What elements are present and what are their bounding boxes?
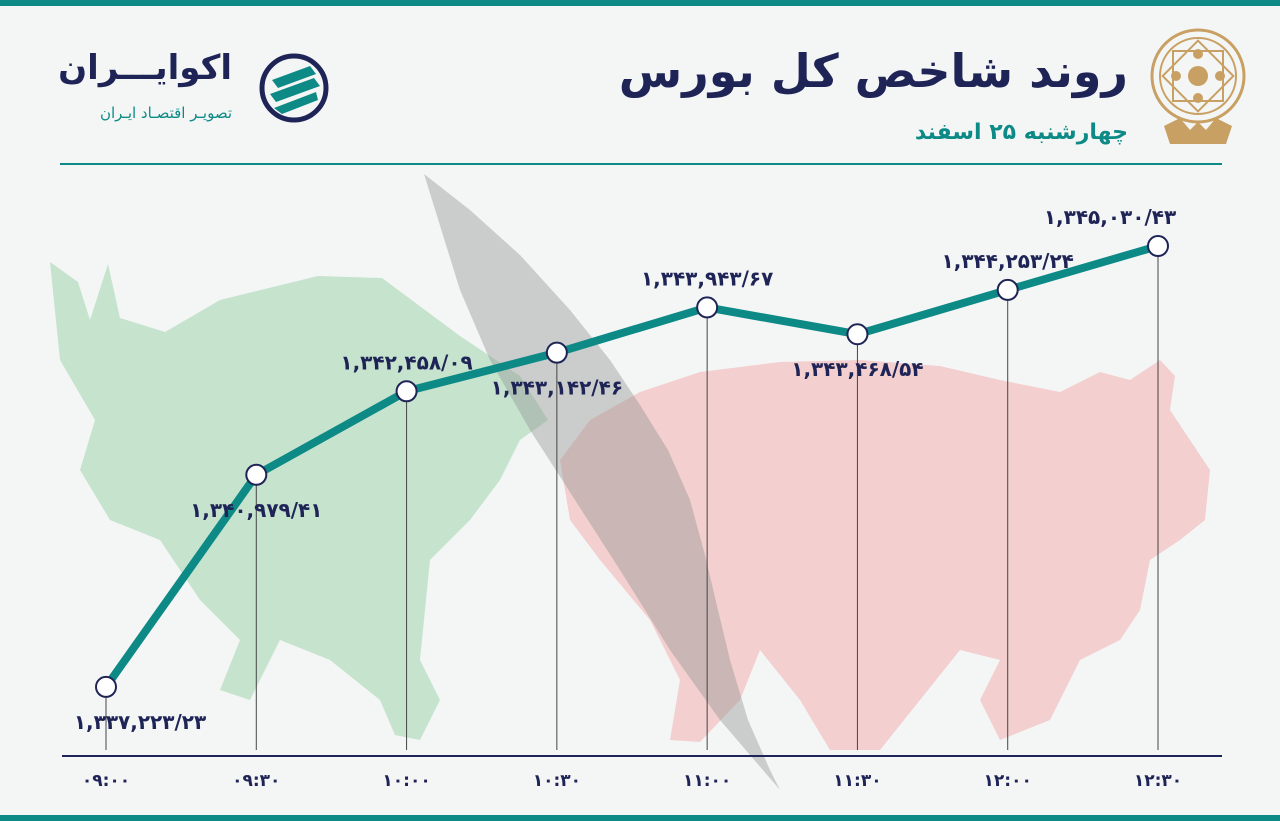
data-point (846, 323, 869, 346)
x-tick-label: ۱۲:۳۰ (1134, 771, 1182, 791)
data-point (545, 341, 568, 364)
data-label: ۱,۳۴۵,۰۳۰/۴۳ (1044, 205, 1176, 229)
x-tick-label: ۱۱:۰۰ (683, 771, 731, 791)
bear-silhouette-icon (560, 360, 1210, 750)
bull-silhouette-icon (50, 262, 548, 740)
data-point (395, 380, 418, 403)
data-label: ۱,۳۴۴,۲۵۳/۲۴ (942, 249, 1074, 273)
x-tick-label: ۱۰:۳۰ (533, 771, 581, 791)
background-art (50, 174, 1210, 790)
x-tick-label: ۰۹:۳۰ (232, 771, 280, 791)
page-title: روند شاخص کل بورس (618, 44, 1128, 98)
x-tick-label: ۰۹:۰۰ (82, 771, 130, 791)
index-series-line (102, 242, 1162, 691)
data-label: ۱,۳۴۳,۴۶۸/۵۴ (791, 357, 923, 381)
x-tick-label: ۱۱:۳۰ (833, 771, 881, 791)
data-label: ۱,۳۴۳,۱۴۲/۴۶ (491, 376, 623, 400)
brand-name: اکوایـــران (58, 48, 232, 88)
data-point (95, 675, 117, 698)
stock-exchange-seal-icon (1150, 28, 1246, 144)
data-point (1147, 235, 1169, 258)
x-tick-label: ۱۲:۰۰ (984, 771, 1032, 791)
data-point (696, 296, 719, 319)
x-tick-label: ۱۰:۰۰ (382, 771, 430, 791)
data-label: ۱,۳۳۷,۲۲۳/۲۳ (74, 710, 206, 734)
top-border (0, 0, 1280, 6)
data-label: ۱,۳۴۳,۹۴۳/۶۷ (641, 266, 773, 290)
brand-block: اکوایـــران تصویـر اقتصـاد ایـران (58, 48, 334, 128)
data-point (245, 463, 268, 486)
data-label: ۱,۳۴۰,۹۷۹/۴۱ (190, 498, 322, 522)
data-label: ۱,۳۴۲,۴۵۸/۰۹ (340, 350, 472, 374)
page-subtitle-date: چهارشنبه ۲۵ اسفند (914, 120, 1128, 145)
bottom-border (0, 815, 1280, 821)
brand-tagline: تصویـر اقتصـاد ایـران (99, 104, 232, 122)
data-point (996, 278, 1019, 301)
down-arrow-shape (424, 174, 780, 790)
ecoiran-logo-icon (259, 53, 329, 123)
header-divider (60, 163, 1222, 165)
